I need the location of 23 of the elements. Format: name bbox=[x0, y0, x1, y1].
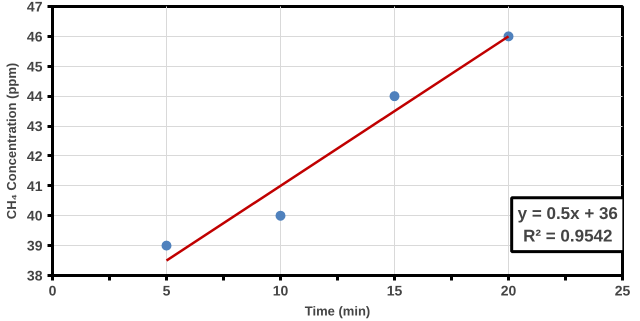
annotation: R² = 0.9542 bbox=[523, 226, 612, 246]
x-tick-label: 5 bbox=[162, 282, 171, 298]
y-tick-label: 38 bbox=[26, 268, 43, 284]
x-tick-label: 10 bbox=[272, 282, 288, 298]
point bbox=[390, 91, 400, 102]
annotation: y = 0.5x + 36 bbox=[518, 204, 618, 223]
x-tick-label: 25 bbox=[614, 282, 630, 298]
y-tick-label: 42 bbox=[26, 148, 43, 164]
y-tick-label: 43 bbox=[26, 118, 43, 134]
y-axis-title: CH₄ Concentration (ppm) bbox=[4, 62, 19, 220]
x-tick-label: 0 bbox=[48, 282, 57, 298]
y-tick-label: 47 bbox=[26, 0, 43, 14]
y-tick-label: 46 bbox=[26, 28, 43, 44]
point bbox=[162, 240, 172, 251]
y-tick-label: 44 bbox=[26, 88, 43, 104]
point bbox=[276, 210, 286, 221]
y-tick-label: 41 bbox=[26, 178, 43, 194]
x-tick-label: 15 bbox=[386, 282, 402, 298]
y-tick-label: 40 bbox=[26, 208, 43, 224]
y-tick-label: 39 bbox=[26, 238, 43, 254]
x-tick-label: 20 bbox=[500, 282, 516, 298]
y-tick-label: 45 bbox=[26, 58, 43, 74]
x-axis-title: Time (min) bbox=[304, 304, 370, 318]
